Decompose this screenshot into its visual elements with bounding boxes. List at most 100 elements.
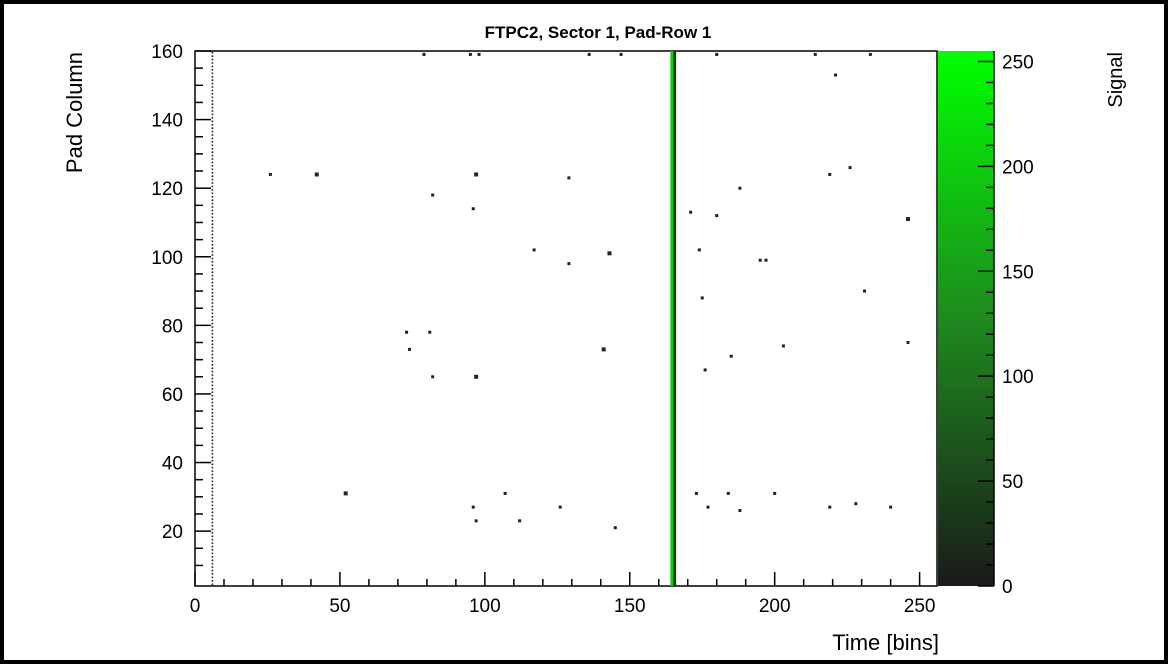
edge-cell bbox=[211, 79, 214, 81]
edge-cell bbox=[211, 504, 214, 507]
edge-cell bbox=[211, 110, 214, 112]
data-cell bbox=[697, 248, 701, 252]
edge-cell bbox=[211, 566, 214, 568]
data-cell bbox=[854, 502, 858, 506]
data-cell bbox=[343, 491, 348, 496]
data-cell bbox=[889, 505, 893, 509]
data-cell bbox=[773, 491, 777, 495]
edge-cell bbox=[211, 511, 214, 514]
edge-cell bbox=[211, 216, 214, 219]
edge-cell bbox=[211, 240, 214, 243]
chart-title: FTPC2, Sector 1, Pad-Row 1 bbox=[485, 23, 712, 42]
x-tick-label: 200 bbox=[759, 596, 791, 617]
edge-cell bbox=[211, 576, 214, 579]
edge-cell bbox=[211, 86, 214, 88]
data-cell bbox=[781, 344, 785, 348]
edge-cell bbox=[211, 401, 214, 404]
data-cell bbox=[906, 341, 910, 345]
y-tick-label: 40 bbox=[162, 454, 183, 475]
signal-band-0 bbox=[670, 51, 674, 586]
edge-cell bbox=[211, 103, 214, 105]
data-cell bbox=[314, 172, 319, 177]
edge-cell bbox=[211, 514, 214, 517]
data-cell bbox=[729, 354, 733, 358]
y-tick-label: 160 bbox=[151, 42, 183, 63]
data-cell bbox=[431, 375, 435, 379]
edge-cell bbox=[211, 339, 214, 342]
data-cell bbox=[706, 505, 710, 509]
edge-cell bbox=[211, 182, 214, 184]
edge-cell bbox=[211, 336, 214, 339]
edge-cell bbox=[211, 391, 214, 394]
edge-cell bbox=[211, 137, 214, 140]
data-cell bbox=[567, 262, 571, 266]
edge-cell bbox=[211, 415, 214, 418]
edge-cell bbox=[211, 412, 214, 414]
edge-cell bbox=[211, 353, 214, 356]
edge-cell bbox=[211, 542, 214, 544]
y-tick-label: 60 bbox=[162, 385, 183, 406]
edge-cell bbox=[211, 508, 214, 510]
edge-cell bbox=[211, 55, 214, 57]
edge-cell bbox=[211, 381, 214, 383]
edge-cell bbox=[211, 377, 214, 380]
signal-band-1 bbox=[673, 51, 677, 586]
edge-cell bbox=[211, 487, 214, 490]
edge-cell bbox=[211, 254, 214, 256]
edge-cell bbox=[211, 562, 214, 565]
edge-cell bbox=[211, 75, 214, 78]
edge-cell bbox=[211, 384, 214, 387]
edge-cell bbox=[211, 408, 214, 411]
y-tick-label: 100 bbox=[151, 248, 183, 269]
x-tick-label: 50 bbox=[329, 596, 350, 617]
edge-cell bbox=[211, 360, 214, 363]
edge-cell bbox=[211, 285, 214, 287]
edge-cell bbox=[211, 460, 214, 462]
edge-cell bbox=[211, 580, 214, 582]
data-cell bbox=[689, 210, 693, 214]
edge-cell bbox=[211, 250, 214, 253]
data-cell bbox=[607, 251, 612, 256]
edge-cell bbox=[211, 202, 214, 205]
edge-cell bbox=[211, 556, 214, 558]
edge-cell bbox=[211, 439, 214, 442]
data-cell bbox=[428, 330, 432, 334]
data-cell bbox=[587, 52, 591, 56]
edge-cell bbox=[211, 230, 214, 232]
edge-cell bbox=[211, 346, 214, 349]
edge-cell bbox=[211, 209, 214, 212]
edge-cell bbox=[211, 226, 214, 229]
edge-cell bbox=[211, 422, 214, 424]
edge-cell bbox=[211, 175, 214, 177]
data-cell bbox=[700, 296, 704, 300]
edge-cell bbox=[211, 518, 214, 520]
edge-cell bbox=[211, 538, 214, 541]
data-cell bbox=[474, 374, 479, 379]
data-cell bbox=[715, 214, 719, 218]
edge-cell bbox=[211, 96, 214, 99]
edge-cell bbox=[211, 274, 214, 277]
edge-cell bbox=[211, 432, 214, 435]
data-cell bbox=[558, 505, 562, 509]
data-cell bbox=[828, 172, 832, 176]
edge-cell bbox=[211, 315, 214, 318]
edge-cell bbox=[211, 295, 214, 298]
edge-cell bbox=[211, 237, 214, 239]
data-cell bbox=[518, 519, 522, 523]
edge-cell bbox=[211, 559, 214, 562]
edge-cell bbox=[211, 405, 214, 407]
edge-cell bbox=[211, 494, 214, 496]
edge-cell bbox=[211, 165, 214, 167]
data-cell bbox=[407, 347, 411, 351]
edge-cell bbox=[211, 117, 214, 119]
edge-cell bbox=[211, 154, 214, 157]
x-tick-label: 250 bbox=[904, 596, 936, 617]
edge-cell bbox=[211, 446, 214, 448]
data-cell bbox=[532, 248, 536, 252]
edge-cell bbox=[211, 456, 214, 459]
edge-cell bbox=[211, 281, 214, 284]
data-cell bbox=[694, 491, 698, 495]
edge-cell bbox=[211, 525, 214, 527]
y-tick-label: 80 bbox=[162, 316, 183, 337]
edge-cell bbox=[211, 532, 214, 534]
